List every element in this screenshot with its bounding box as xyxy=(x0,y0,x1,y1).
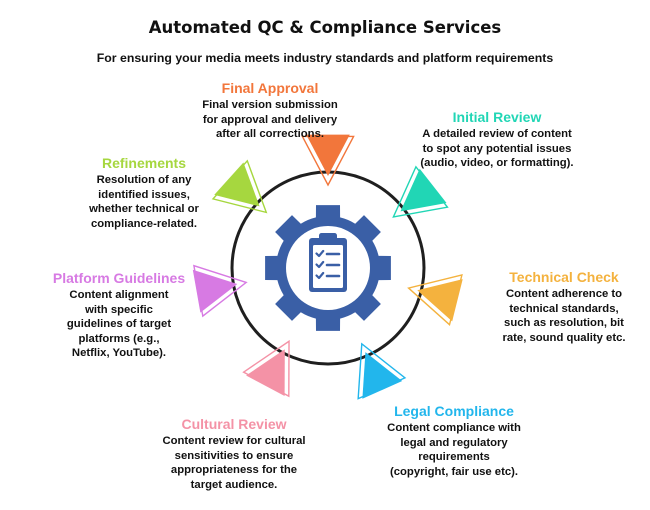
step-refinements: Refinements Resolution of any identified … xyxy=(76,155,212,231)
triangle-marker-legal-compliance xyxy=(357,342,407,400)
checklist-lines xyxy=(325,252,341,278)
step-markers xyxy=(192,134,463,400)
gear-clipboard-checklist-icon xyxy=(265,205,391,331)
triangle-marker-initial-review xyxy=(392,165,449,218)
step-cultural-review: Cultural Review Content review for cultu… xyxy=(149,416,319,492)
triangle-marker-refinements xyxy=(211,159,268,214)
step-title: Technical Check xyxy=(509,269,619,285)
step-description: A detailed review of content to spot any … xyxy=(420,128,574,170)
step-title: Platform Guidelines xyxy=(52,270,186,286)
step-title: Final Approval xyxy=(221,80,319,96)
step-description: Resolution of any identified issues, wheth… xyxy=(89,174,199,230)
step-title: Initial Review xyxy=(452,109,542,125)
checklist-icon xyxy=(315,249,325,280)
triangle-marker-cultural-review xyxy=(242,339,290,398)
step-description: Content compliance with legal and regulat… xyxy=(387,422,521,478)
step-description: Final version submission for approval and… xyxy=(202,99,338,141)
step-initial-review: Initial Review A detailed review of cont… xyxy=(408,109,586,171)
step-final-approval: Final Approval Final version submission f… xyxy=(178,80,362,142)
step-description: Content adherence to technical standards,… xyxy=(502,288,626,344)
diagram-title: Automated QC & Compliance Services xyxy=(148,18,502,37)
step-title: Legal Compliance xyxy=(394,403,514,419)
step-description: Content alignment with specific guidelines… xyxy=(66,289,172,360)
step-technical-check: Technical Check Content adherence to tech… xyxy=(488,269,640,345)
triangle-marker-final-approval xyxy=(301,134,355,187)
step-title: Refinements xyxy=(101,155,187,171)
step-description: Content review for cultural sensitivities… xyxy=(162,435,306,491)
triangle-marker-platform-guidelines xyxy=(192,264,248,318)
step-platform-guidelines: Platform Guidelines Content alignment wit… xyxy=(40,270,198,361)
clipboard-clip xyxy=(319,233,337,243)
step-legal-compliance: Legal Compliance Content compliance with… xyxy=(370,403,538,479)
step-title: Cultural Review xyxy=(181,416,287,432)
triangle-marker-technical-check xyxy=(407,274,463,326)
diagram-subtitle: For ensuring your media meets industry s… xyxy=(96,51,554,65)
